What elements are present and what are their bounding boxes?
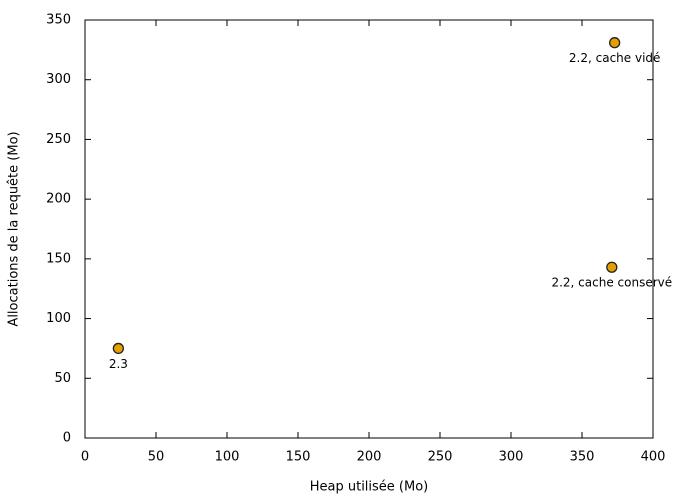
y-tick-label: 150 <box>46 251 71 266</box>
point-label: 2.3 <box>109 357 128 371</box>
point <box>609 37 621 49</box>
y-tick-label: 0 <box>63 431 71 446</box>
x-tick-label: 150 <box>286 450 311 465</box>
x-tick-label: 250 <box>428 450 453 465</box>
x-axis-label: Heap utilisée (Mo) <box>310 480 429 495</box>
y-tick-label: 350 <box>46 13 71 28</box>
y-tick-label: 300 <box>46 72 71 87</box>
y-tick-label: 100 <box>46 311 71 326</box>
plot-frame <box>84 19 654 439</box>
x-tick-label: 400 <box>641 450 666 465</box>
x-tick-label: 50 <box>148 450 165 465</box>
point-label: 2.2, cache vidé <box>569 51 661 65</box>
x-tick-label: 350 <box>570 450 595 465</box>
point <box>606 261 618 273</box>
x-tick-label: 200 <box>357 450 382 465</box>
x-tick-label: 0 <box>81 450 89 465</box>
point-label: 2.2, cache conservé <box>551 276 672 290</box>
point <box>112 342 125 355</box>
x-tick-label: 300 <box>499 450 524 465</box>
y-tick-label: 200 <box>46 192 71 207</box>
y-axis-label: Allocations de la requête (Mo) <box>7 131 22 326</box>
y-tick-label: 250 <box>46 132 71 147</box>
x-tick-label: 100 <box>215 450 240 465</box>
y-tick-label: 50 <box>54 371 71 386</box>
